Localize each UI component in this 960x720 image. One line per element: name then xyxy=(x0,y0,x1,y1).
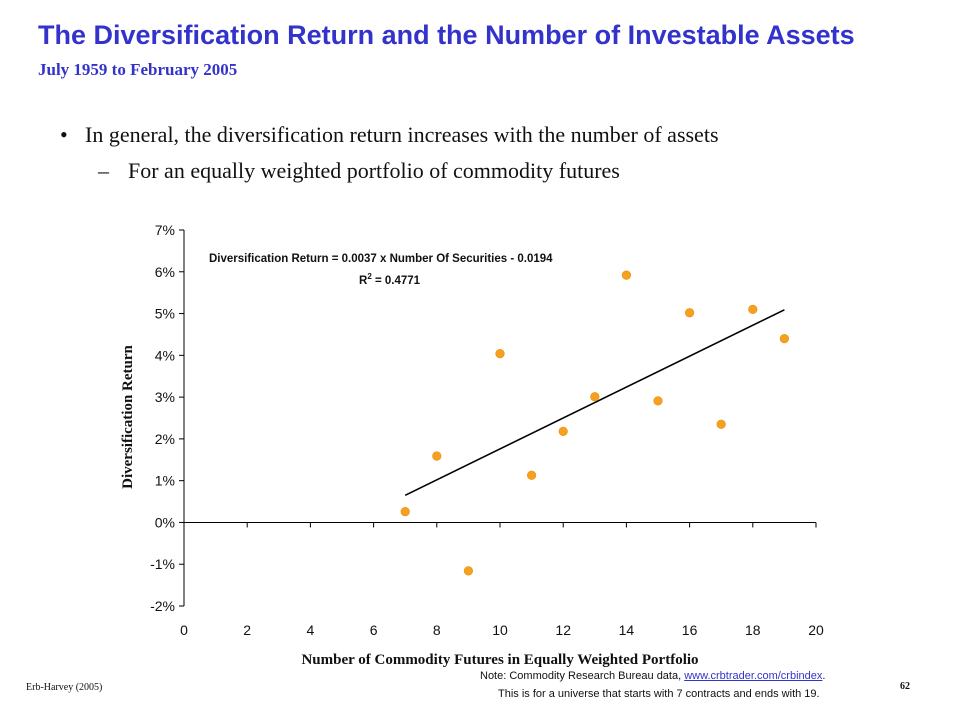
x-tick-label: 14 xyxy=(619,622,635,638)
bullet-point: • In general, the diversification return … xyxy=(60,122,719,148)
x-tick-label: 20 xyxy=(808,622,824,638)
data-point xyxy=(748,304,758,314)
chart-note-line-2: This is for a universe that starts with … xyxy=(498,688,820,700)
r-squared-label: R2 = 0.4771 xyxy=(359,272,421,287)
r-squared-value: = 0.4771 xyxy=(372,275,421,287)
x-tick-label: 18 xyxy=(745,622,761,638)
data-point xyxy=(526,470,537,480)
slide-title: The Diversification Return and the Numbe… xyxy=(38,20,855,50)
x-tick-label: 6 xyxy=(370,622,378,638)
y-tick-label: 2% xyxy=(155,431,175,447)
x-tick-label: 8 xyxy=(433,622,441,638)
note-link[interactable]: www.crbtrader.com/crbindex xyxy=(684,670,823,682)
data-point xyxy=(653,396,663,406)
x-tick-label: 10 xyxy=(492,622,508,638)
bullet-mark: • xyxy=(60,122,68,147)
data-point xyxy=(621,270,632,280)
footer-source: Erb-Harvey (2005) xyxy=(26,682,103,693)
r-squared-symbol: R xyxy=(359,275,368,287)
y-tick-label: 3% xyxy=(155,389,175,405)
note-text: Note: Commodity Research Bureau data, xyxy=(480,670,685,682)
chart-note: Note: Commodity Research Bureau data, ww… xyxy=(480,670,825,682)
note-suffix: . xyxy=(822,670,826,682)
data-point xyxy=(400,506,410,517)
y-tick-label: 1% xyxy=(155,473,175,489)
data-point xyxy=(432,451,442,461)
sub-bullet-mark: – xyxy=(98,158,109,183)
y-tick-label: -2% xyxy=(150,598,175,614)
regression-equation: Diversification Return = 0.0037 x Number… xyxy=(209,253,553,265)
data-point xyxy=(779,334,790,344)
data-point xyxy=(684,308,695,318)
y-tick-label: -1% xyxy=(150,556,175,572)
x-tick-label: 2 xyxy=(243,622,251,638)
x-tick-label: 16 xyxy=(682,622,698,638)
data-point xyxy=(590,392,600,402)
r-squared-exponent: 2 xyxy=(367,272,372,281)
y-axis-label: Diversification Return xyxy=(120,344,136,488)
x-axis-label: Number of Commodity Futures in Equally W… xyxy=(301,652,698,668)
y-tick-label: 7% xyxy=(155,222,175,238)
slide-subtitle: July 1959 to February 2005 xyxy=(38,60,238,79)
data-point xyxy=(558,426,568,436)
trend-line xyxy=(404,309,785,497)
page-number: 62 xyxy=(900,681,910,692)
x-tick-label: 12 xyxy=(555,622,571,638)
y-tick-label: 5% xyxy=(155,306,175,322)
sub-bullet-text: For an equally weighted portfolio of com… xyxy=(128,158,620,183)
data-point xyxy=(463,566,474,576)
sub-bullet-point: – For an equally weighted portfolio of co… xyxy=(98,158,620,184)
y-tick-label: 0% xyxy=(155,514,175,530)
data-point xyxy=(716,419,726,429)
y-tick-label: 4% xyxy=(155,347,175,363)
x-tick-label: 4 xyxy=(307,622,315,638)
y-tick-label: 6% xyxy=(155,264,175,280)
bullet-text: In general, the diversification return i… xyxy=(85,122,719,147)
data-point xyxy=(495,349,505,359)
x-tick-label: 0 xyxy=(180,622,188,638)
